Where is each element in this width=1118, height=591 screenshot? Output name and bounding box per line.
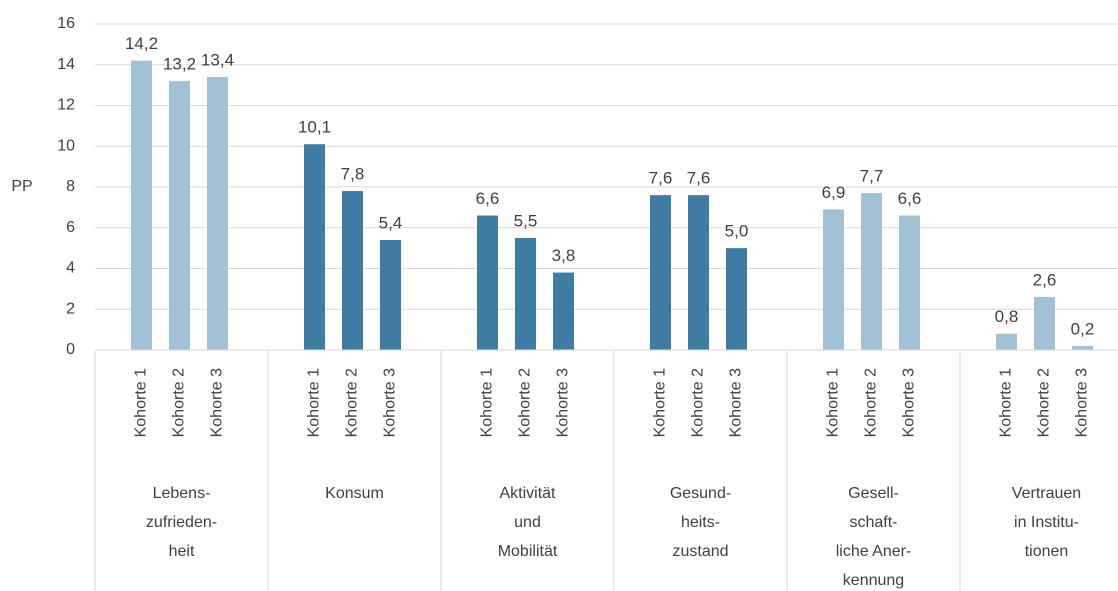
group-label: Mobilität [498, 543, 558, 560]
group-label: in Institu- [1014, 514, 1079, 531]
value-label: 14,2 [125, 34, 158, 53]
y-tick-label: 16 [57, 15, 75, 32]
bar [899, 215, 920, 350]
value-label: 0,2 [1071, 319, 1095, 338]
value-label: 6,6 [898, 189, 922, 208]
group-label: Gesund- [670, 485, 731, 502]
bar [823, 209, 844, 350]
value-label: 2,6 [1033, 271, 1057, 290]
group-label: Aktivität [499, 485, 556, 502]
bar [342, 191, 363, 350]
x-tick-label: Kohorte 3 [1074, 368, 1091, 437]
group-label: tionen [1025, 543, 1069, 560]
value-label: 0,8 [995, 307, 1019, 326]
bar [726, 248, 747, 350]
bar [861, 193, 882, 350]
x-tick-label: Kohorte 2 [517, 368, 534, 437]
value-label: 5,0 [725, 222, 749, 241]
value-label: 7,7 [860, 167, 884, 186]
group-label: liche Aner- [836, 543, 912, 560]
value-label: 7,8 [341, 165, 365, 184]
x-tick-label: Kohorte 1 [306, 368, 323, 437]
y-tick-label: 10 [57, 137, 75, 154]
x-tick-label: Kohorte 2 [690, 368, 707, 437]
bar [650, 195, 671, 350]
group-label: Gesell- [848, 485, 899, 502]
x-tick-label: Kohorte 2 [171, 368, 188, 437]
group-label: heit [169, 543, 195, 560]
group-label: Konsum [325, 485, 384, 502]
x-tick-label: Kohorte 3 [209, 368, 226, 437]
x-tick-label: Kohorte 2 [344, 368, 361, 437]
group-label: zufrieden- [146, 514, 217, 531]
x-tick-label: Kohorte 3 [901, 368, 918, 437]
value-label: 5,4 [379, 213, 403, 232]
x-tick-label: Kohorte 3 [382, 368, 399, 437]
group-label: schaft- [849, 514, 897, 531]
x-tick-label: Kohorte 1 [825, 368, 842, 437]
bar [304, 144, 325, 350]
y-axis-label: PP [11, 178, 32, 195]
bar [169, 81, 190, 351]
x-tick-label: Kohorte 2 [863, 368, 880, 437]
value-label: 7,6 [649, 169, 673, 188]
y-tick-label: 4 [66, 260, 75, 277]
x-tick-label: Kohorte 1 [998, 368, 1015, 437]
group-label: kennung [843, 572, 904, 589]
y-tick-label: 8 [66, 178, 75, 195]
group-label: zustand [672, 543, 728, 560]
x-tick-label: Kohorte 3 [555, 368, 572, 437]
group-label: Vertrauen [1012, 485, 1081, 502]
y-tick-label: 2 [66, 300, 75, 317]
y-tick-label: 14 [57, 56, 75, 73]
group-label: heits- [681, 514, 720, 531]
bar [688, 195, 709, 350]
x-tick-label: Kohorte 1 [652, 368, 669, 437]
bar [553, 272, 574, 350]
x-tick-label: Kohorte 1 [479, 368, 496, 437]
value-label: 7,6 [687, 169, 711, 188]
x-tick-label: Kohorte 2 [1036, 368, 1053, 437]
bar [131, 60, 152, 351]
bar [515, 237, 536, 350]
value-label: 13,2 [163, 55, 196, 74]
bar [996, 333, 1017, 350]
x-tick-label: Kohorte 3 [728, 368, 745, 437]
value-label: 13,4 [201, 50, 234, 69]
bar [1034, 297, 1055, 350]
value-label: 5,5 [514, 211, 538, 230]
group-label: Lebens- [153, 485, 211, 502]
value-label: 3,8 [552, 246, 576, 265]
x-tick-label: Kohorte 1 [133, 368, 150, 437]
group-label: und [514, 514, 541, 531]
value-label: 6,9 [822, 183, 846, 202]
bar [1072, 345, 1093, 350]
value-label: 10,1 [298, 118, 331, 137]
bar [380, 239, 401, 350]
value-label: 6,6 [476, 189, 500, 208]
bar [477, 215, 498, 350]
y-tick-label: 12 [57, 97, 75, 114]
y-tick-label: 0 [66, 341, 75, 358]
y-tick-label: 6 [66, 219, 75, 236]
bar [207, 76, 228, 350]
